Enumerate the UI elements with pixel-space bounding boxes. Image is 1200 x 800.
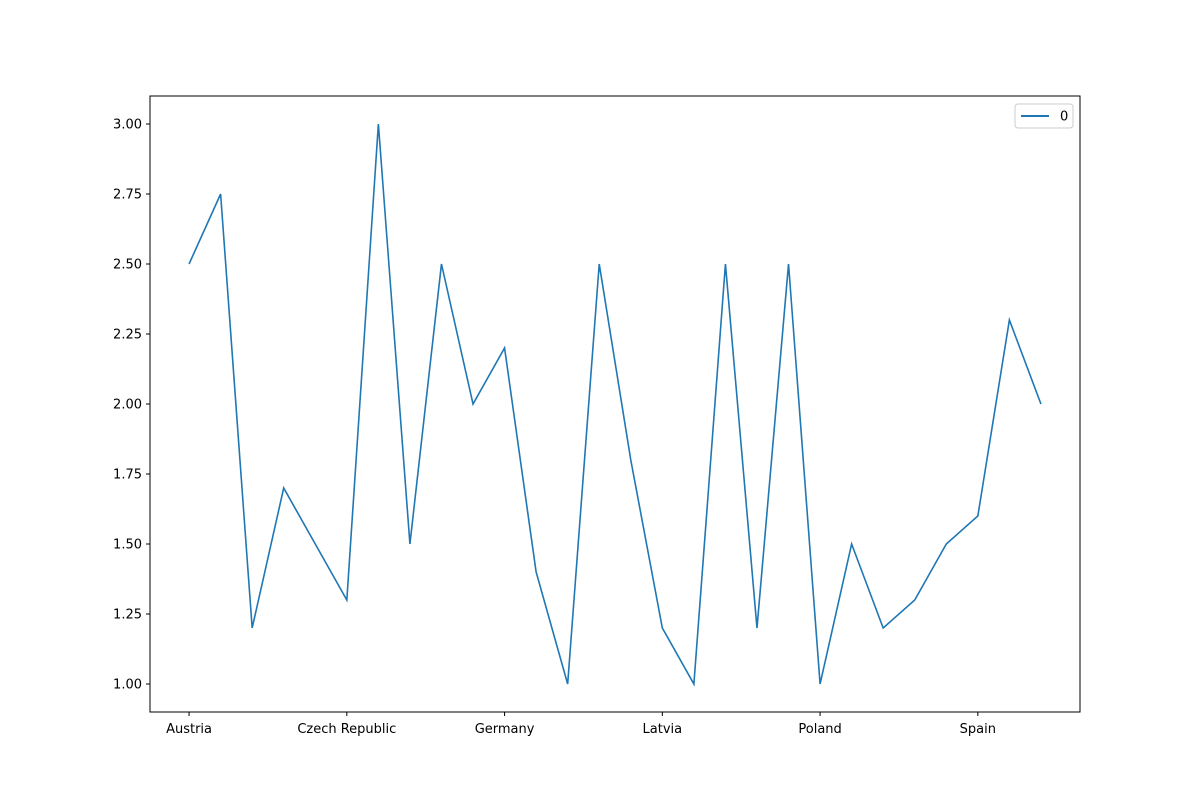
data-point xyxy=(188,263,191,266)
data-point xyxy=(440,263,443,266)
plot-area: 1.00 1.25 1.50 1.75 2.00 2.25 2.50 2.75 3.00 Aust… xyxy=(113,118,1042,737)
data-point xyxy=(282,487,285,490)
data-point xyxy=(251,627,254,630)
data-point xyxy=(755,627,758,630)
x-tick-label: Poland xyxy=(798,722,841,737)
data-point xyxy=(377,123,380,126)
data-point xyxy=(850,543,853,546)
y-tick-label: 2.50 xyxy=(113,258,142,273)
data-point xyxy=(503,347,506,350)
legend-label-series-0: 0 xyxy=(1060,110,1068,125)
data-point xyxy=(535,571,538,574)
x-tick-label: Spain xyxy=(960,722,996,737)
x-tick-label: Latvia xyxy=(643,722,683,737)
data-point xyxy=(913,599,916,602)
data-point xyxy=(819,683,822,686)
data-point xyxy=(692,683,695,686)
y-tick-label: 2.25 xyxy=(113,328,142,343)
data-point xyxy=(219,193,222,196)
data-point xyxy=(629,459,632,462)
data-point xyxy=(882,627,885,630)
data-point xyxy=(566,683,569,686)
x-tick-label: Czech Republic xyxy=(297,722,396,737)
x-tick-label: Austria xyxy=(166,722,212,737)
data-point xyxy=(345,599,348,602)
y-tick-label: 1.25 xyxy=(113,608,142,623)
data-point xyxy=(408,543,411,546)
y-tick-label: 1.75 xyxy=(113,468,142,483)
y-tick-label: 3.00 xyxy=(113,118,142,133)
series-line-0 xyxy=(188,123,1042,687)
data-point xyxy=(976,515,979,518)
data-point xyxy=(1008,319,1011,322)
y-tick-label: 1.00 xyxy=(113,678,142,693)
y-tick-label: 1.50 xyxy=(113,538,142,553)
data-point xyxy=(1039,403,1042,406)
x-tick-label: Germany xyxy=(475,722,535,737)
y-tick-label: 2.75 xyxy=(113,188,142,203)
data-point xyxy=(945,543,948,546)
data-point xyxy=(472,403,475,406)
data-point xyxy=(661,627,664,630)
data-point xyxy=(598,263,601,266)
data-point xyxy=(314,543,317,546)
y-tick-label: 2.00 xyxy=(113,398,142,413)
data-point xyxy=(724,263,727,266)
axes-frame xyxy=(149,95,1081,713)
legend: 0 xyxy=(1014,103,1074,129)
data-point xyxy=(787,263,790,266)
